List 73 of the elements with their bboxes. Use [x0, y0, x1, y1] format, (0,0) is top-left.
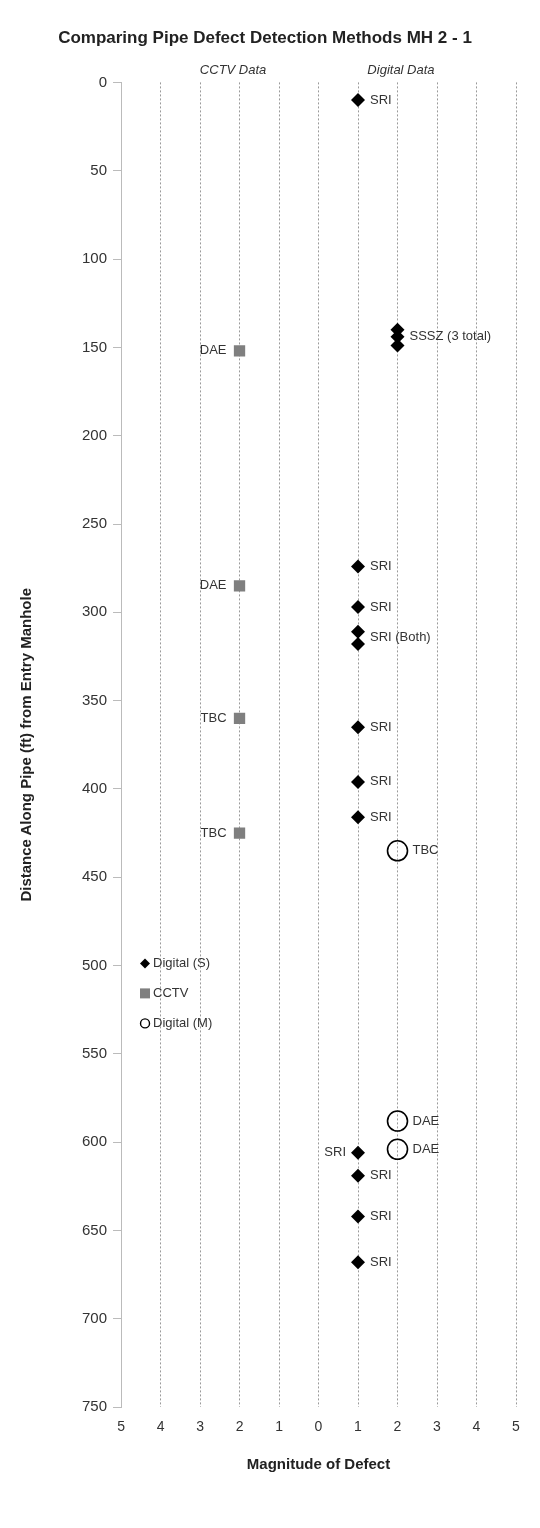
- y-tick-label: 500: [82, 955, 108, 973]
- y-tick-label: 450: [82, 867, 108, 885]
- legend-label: Digital (M): [153, 1014, 213, 1030]
- x-tick-label: 0: [314, 1418, 323, 1435]
- y-tick-label: 250: [82, 514, 108, 532]
- x-tick-label: 2: [235, 1418, 244, 1435]
- point: [351, 1145, 366, 1160]
- annotation: SRI: [370, 1167, 392, 1183]
- annotation: SRI: [370, 718, 392, 734]
- x-tick-label: 2: [393, 1418, 402, 1435]
- point: [351, 810, 366, 825]
- point: [233, 827, 246, 839]
- y-tick-label: 100: [82, 249, 108, 267]
- y-tick-label: 50: [90, 160, 108, 178]
- x-tick-label: 1: [354, 1418, 363, 1435]
- x-tick-label: 5: [117, 1418, 126, 1435]
- annotation: SSSZ (3 total): [409, 328, 492, 344]
- point: [233, 345, 246, 357]
- annotation: SRI: [370, 1208, 392, 1224]
- annotation: DAE: [199, 342, 227, 358]
- annotation: SRI: [370, 1253, 392, 1269]
- annotation: SRI (Both): [370, 628, 431, 644]
- y-tick-label: 0: [98, 72, 108, 90]
- text: CCTV Data: [199, 61, 267, 77]
- point: [351, 624, 366, 639]
- point: [351, 1168, 366, 1183]
- x-axis-title: Magnitude of Defect: [246, 1455, 391, 1473]
- annotation: SRI: [370, 598, 392, 614]
- point: [351, 774, 366, 789]
- legend-label: CCTV: [153, 984, 189, 1000]
- point: [351, 637, 366, 652]
- annotation: DAE: [199, 577, 227, 593]
- point: [351, 720, 366, 735]
- y-tick-label: 600: [82, 1132, 108, 1150]
- text: Digital Data: [367, 61, 435, 77]
- annotation: SRI: [370, 91, 392, 107]
- y-tick-label: 650: [82, 1220, 108, 1238]
- point: [233, 712, 246, 724]
- y-tick-label: 400: [82, 779, 108, 797]
- point: [351, 1255, 366, 1270]
- y-tick-label: 750: [82, 1397, 108, 1415]
- annotation: TBC: [200, 824, 227, 840]
- point: [351, 1209, 366, 1224]
- point: [386, 1110, 409, 1132]
- annotation: SRI: [324, 1144, 347, 1160]
- point: [233, 580, 246, 592]
- chart-title: Comparing Pipe Defect Detection Methods MH 2 - 1: [58, 27, 472, 47]
- y-tick-label: 550: [82, 1044, 108, 1062]
- y-tick-label: 700: [82, 1309, 108, 1327]
- x-tick-label: 4: [156, 1418, 165, 1435]
- annotation: TBC: [412, 842, 439, 858]
- annotation: SRI: [370, 808, 392, 824]
- annotation: SRI: [370, 773, 392, 789]
- x-tick-label: 3: [433, 1418, 442, 1435]
- annotation: TBC: [200, 709, 227, 725]
- legend-label: Digital (S): [153, 954, 211, 970]
- x-tick-label: 3: [196, 1418, 205, 1435]
- x-tick-label: 1: [275, 1418, 284, 1435]
- x-tick-label: 5: [512, 1418, 521, 1435]
- y-tick-label: 200: [82, 425, 108, 443]
- y-axis-title: Distance Along Pipe (ft) from Entry Manhole: [17, 587, 35, 902]
- y-tick-label: 150: [82, 337, 108, 355]
- point: [351, 600, 366, 615]
- point: [386, 839, 409, 862]
- annotation: DAE: [412, 1140, 440, 1156]
- point: [351, 93, 366, 108]
- point: [386, 1138, 409, 1161]
- annotation: SRI: [370, 557, 392, 573]
- y-tick-label: 350: [82, 690, 108, 708]
- annotation: DAE: [412, 1112, 440, 1128]
- x-tick-label: 4: [472, 1418, 481, 1435]
- y-tick-label: 300: [82, 602, 108, 620]
- point: [351, 559, 366, 574]
